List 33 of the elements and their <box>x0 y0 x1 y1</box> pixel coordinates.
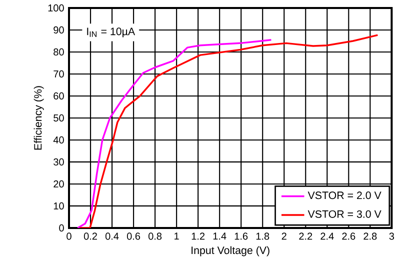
x-tick-label: 0.4 <box>105 232 119 240</box>
y-tick-label: 100 <box>48 4 64 12</box>
x-tick-label: 2.4 <box>320 232 334 240</box>
legend-label: VSTOR = 2.0 V <box>308 192 382 200</box>
y-tick-label: 90 <box>54 26 64 34</box>
x-tick-label: 2.8 <box>364 232 377 240</box>
line-series <box>76 39 272 228</box>
x-tick-label: 2.6 <box>342 232 356 240</box>
x-tick-label: 2 <box>282 232 286 240</box>
x-tick-label: 1.6 <box>234 232 248 240</box>
y-tick-label: 40 <box>53 136 64 144</box>
x-tick-label: 0.8 <box>148 232 162 240</box>
y-tick-label: 0 <box>59 224 64 232</box>
y-tick-label: 70 <box>54 70 64 78</box>
y-tick-label: 30 <box>54 158 64 166</box>
x-tick-label: 2.2 <box>299 232 312 240</box>
legend-label: VSTOR = 3.0 V <box>308 210 382 218</box>
y-tick-label: 50 <box>54 114 64 122</box>
y-axis-title: Efficiency (%) <box>34 86 44 150</box>
x-tick-label: 1.2 <box>192 232 205 240</box>
x-tick-label: 1 <box>174 232 179 240</box>
annotation: I$_{IN}$ = 10µA <box>87 28 136 38</box>
y-tick-label: 20 <box>54 180 64 188</box>
x-tick-label: 0.6 <box>126 232 140 240</box>
x-tick-label: 1.4 <box>213 232 226 240</box>
x-tick-label: 1.8 <box>256 232 270 240</box>
x-tick-label: 0 <box>66 232 72 240</box>
y-tick-label: 10 <box>54 202 64 210</box>
y-tick-label: 80 <box>54 48 64 56</box>
x-tick-label: 3 <box>389 232 394 240</box>
x-tick-label: 0.2 <box>84 232 97 240</box>
x-axis-title: Input Voltage (V) <box>192 246 270 256</box>
y-tick-label: 60 <box>54 92 64 100</box>
